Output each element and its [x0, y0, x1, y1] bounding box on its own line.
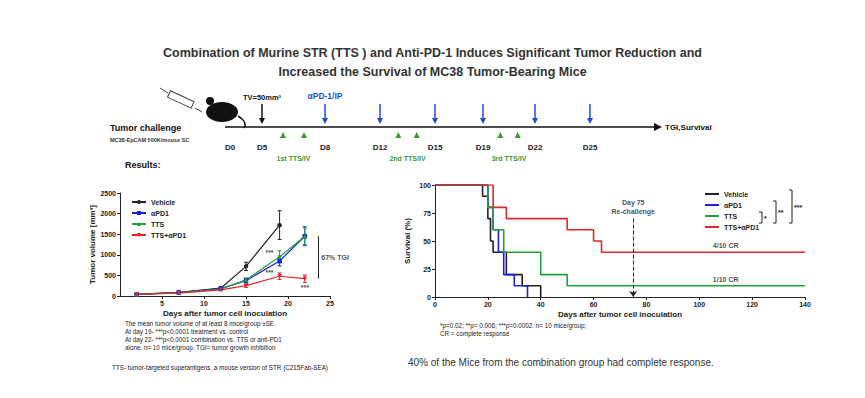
svg-text:***: ***: [265, 269, 273, 276]
html-text:TTS- tumor-targeted superantig: TTS- tumor-targeted superantigens ,a mou…: [112, 364, 328, 371]
svg-text:1500: 1500: [100, 231, 116, 238]
svg-text:500: 500: [104, 272, 116, 279]
svg-text:100: 100: [419, 182, 431, 189]
svg-text:MC38-EpCAM 500K/mouse SC: MC38-EpCAM 500K/mouse SC: [110, 137, 189, 143]
svg-text:Tumor volume [mm³]: Tumor volume [mm³]: [88, 205, 97, 284]
svg-text:D22: D22: [528, 143, 543, 152]
svg-text:2nd TTS/IV: 2nd TTS/IV: [389, 155, 426, 162]
svg-text:Vehicle: Vehicle: [151, 199, 175, 206]
svg-text:140: 140: [799, 301, 811, 308]
svg-text:20: 20: [484, 301, 492, 308]
svg-text:5: 5: [160, 300, 164, 307]
svg-text:D0: D0: [225, 143, 236, 152]
svg-text:Vehicle: Vehicle: [724, 191, 748, 198]
svg-text:***: ***: [265, 249, 273, 256]
svg-text:40: 40: [537, 301, 545, 308]
svg-text:60: 60: [590, 301, 598, 308]
svg-text:0: 0: [427, 294, 431, 301]
html-text:At day 19- ***p<0.0001 treatme: At day 19- ***p<0.0001 treatment vs. con…: [125, 328, 248, 335]
svg-text:D15: D15: [428, 143, 443, 152]
svg-text:0: 0: [433, 301, 437, 308]
svg-text:10: 10: [200, 300, 208, 307]
svg-text:Results:: Results:: [125, 160, 161, 170]
svg-text:67% TGI: 67% TGI: [321, 254, 349, 261]
svg-text:75: 75: [423, 210, 431, 217]
svg-text:D5: D5: [257, 143, 268, 152]
html-text:CR = complete response: CR = complete response: [440, 330, 510, 337]
svg-text:***: ***: [794, 204, 802, 211]
svg-text:4/10 CR: 4/10 CR: [713, 242, 739, 249]
svg-text:0: 0: [112, 293, 116, 300]
html-text:alone. n= 10 mice/group. TGI=: alone. n= 10 mice/group. TGI= tumor grow…: [125, 344, 276, 351]
svg-text:TTS: TTS: [151, 221, 165, 228]
html-text:Combination of Murine STR (TTS: Combination of Murine STR (TTS ) and Ant…: [163, 46, 702, 60]
svg-text:TTS+αPD1: TTS+αPD1: [724, 224, 759, 231]
svg-text:Tumor challenge: Tumor challenge: [110, 123, 181, 133]
svg-text:Days after tumor cell inoculat: Days after tumor cell inoculation: [163, 309, 287, 318]
html-text:40% of the Mice from the combi: 40% of the Mice from the combination gro…: [408, 357, 714, 368]
html-text:*p=0.02; **p= 0.006; ***p=0.00: *p=0.02; **p= 0.006; ***p=0.0002. n= 10 …: [440, 322, 587, 329]
svg-text:50: 50: [423, 238, 431, 245]
svg-text:Re-challenge: Re-challenge: [611, 208, 655, 216]
svg-text:TTS+αPD1: TTS+αPD1: [151, 232, 186, 239]
svg-text:1st TTS/IV: 1st TTS/IV: [277, 155, 311, 162]
svg-text:25: 25: [423, 266, 431, 273]
svg-text:***: ***: [301, 284, 309, 291]
svg-text:120: 120: [746, 301, 758, 308]
html-text:At day 22- ***p<0.0001 combina: At day 22- ***p<0.0001 combination vs. T…: [125, 336, 282, 343]
svg-text:Days after tumor cell inoculat: Days after tumor cell inoculation: [558, 310, 682, 319]
svg-text:αPD1: αPD1: [151, 210, 169, 217]
svg-text:2500: 2500: [100, 190, 116, 197]
svg-text:25: 25: [326, 300, 334, 307]
svg-text:TV=50mm³: TV=50mm³: [243, 93, 282, 102]
svg-text:TTS: TTS: [724, 213, 738, 220]
svg-text:αPD-1/IP: αPD-1/IP: [308, 91, 343, 101]
svg-text:3rd TTS/IV: 3rd TTS/IV: [492, 155, 527, 162]
svg-text:*: *: [764, 215, 767, 222]
svg-text:D8: D8: [320, 143, 331, 152]
svg-text:80: 80: [643, 301, 651, 308]
svg-text:D25: D25: [583, 143, 598, 152]
svg-text:2000: 2000: [100, 210, 116, 217]
html-text:The mean tumor volume of at le: The mean tumor volume of at least 8 mice…: [125, 320, 276, 327]
html-text:Increased the Survival of MC38: Increased the Survival of MC38 Tumor-Bea…: [278, 65, 587, 79]
svg-text:1000: 1000: [100, 251, 116, 258]
svg-text:αPD1: αPD1: [724, 202, 742, 209]
svg-text:D19: D19: [476, 143, 491, 152]
svg-text:**: **: [778, 209, 784, 216]
svg-text:15: 15: [242, 300, 250, 307]
svg-text:100: 100: [693, 301, 705, 308]
svg-text:TGI,Survival: TGI,Survival: [665, 123, 712, 132]
svg-text:Day 75: Day 75: [622, 199, 645, 207]
svg-text:D12: D12: [373, 143, 388, 152]
svg-text:Survival (%): Survival (%): [403, 218, 412, 264]
svg-text:20: 20: [284, 300, 292, 307]
svg-text:1/10 CR: 1/10 CR: [713, 276, 739, 283]
